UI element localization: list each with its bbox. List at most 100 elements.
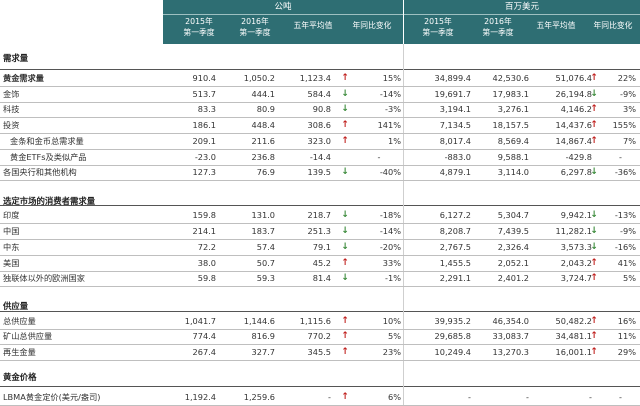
header-group-usd: 百万美元 2015年 第一季度 2016年 第一季度 五年平均值 年同比变化	[404, 0, 640, 44]
row-divider	[0, 117, 640, 118]
cell-value: 5%	[623, 273, 636, 283]
cell-value: 209.1	[192, 136, 216, 146]
cell-value: 15%	[382, 73, 401, 83]
cell-value: -9%	[620, 89, 636, 99]
row-label: 投资	[3, 120, 20, 130]
table-row: LBMA黄金定价(美元/盎司) 1,192.4 1,259.6-6% - - - - ↑	[0, 390, 640, 405]
row-label: 总供应量	[3, 316, 36, 326]
arrow-up-icon: ↑	[590, 136, 598, 146]
cell-value: 33%	[382, 258, 401, 268]
cell-value: 11,282.1	[555, 226, 592, 236]
arrow-down-icon: ↓	[341, 273, 349, 283]
cell-value: 910.4	[192, 73, 216, 83]
cell-value: 770.2	[307, 331, 331, 341]
cell-value: 444.1	[251, 89, 275, 99]
cell-value: -3%	[385, 104, 401, 114]
table-row: 金饰 513.7 444.1 584.4 -14% 19,691.7 17,983.1 26,…	[0, 87, 640, 102]
cell-value: 42,530.6	[492, 73, 529, 83]
section-divider	[0, 205, 640, 206]
row-label: 中东	[3, 242, 20, 252]
row-divider	[0, 344, 640, 345]
cell-value: 23%	[382, 347, 401, 357]
arrow-up-icon: ↑	[341, 331, 349, 341]
arrow-up-icon: ↑	[590, 258, 598, 268]
table-row: 再生金量 267.4 327.7 345.5 23% 10,249.4 13,270.3 16…	[0, 345, 640, 360]
cell-value: 3,724.7	[560, 273, 592, 283]
row-label: 美国	[3, 258, 20, 268]
cell-value: 10%	[382, 316, 401, 326]
cell-value: 1,041.7	[184, 316, 216, 326]
arrow-up-icon: ↑	[590, 331, 598, 341]
col-header: 2016年 第一季度	[482, 17, 514, 37]
cell-value: 50,482.2	[555, 316, 592, 326]
cell-value: 45.2	[312, 258, 331, 268]
cell-value: 11%	[617, 331, 636, 341]
cell-value: 41%	[617, 258, 636, 268]
cell-value: -14%	[379, 89, 401, 99]
cell-value: 13,270.3	[492, 347, 529, 357]
row-divider	[0, 360, 640, 361]
col-header: 2015年 第一季度	[183, 17, 215, 37]
cell-value: 2,052.1	[497, 258, 529, 268]
section-title: 选定市场的消费者需求量	[3, 196, 96, 206]
cell-value: 9,588.1	[497, 152, 529, 162]
row-label: 各国央行和其他机构	[3, 167, 77, 177]
row-label: 独联体以外的欧洲国家	[3, 273, 85, 283]
table-header: 公吨 2015年 第一季度 2016年 第一季度 五年平均值 年同比变化 百万美…	[0, 0, 640, 44]
table-row: 美国 38.0 50.7 45.2 33% 1,455.5 2,052.1 2,043.2 41…	[0, 256, 640, 271]
cell-value: -9%	[620, 226, 636, 236]
cell-value: -	[468, 392, 471, 402]
cell-value: 141%	[377, 120, 401, 130]
cell-value: -36%	[614, 167, 636, 177]
group-divider	[403, 44, 404, 406]
row-label: 黄金ETFs及类似产品	[10, 152, 87, 162]
cell-value: 1,192.4	[184, 392, 216, 402]
cell-value: 38.0	[197, 258, 216, 268]
cell-value: 2,401.2	[497, 273, 529, 283]
arrow-down-icon: ↓	[590, 210, 598, 220]
row-label: 中国	[3, 226, 20, 236]
cell-value: -	[619, 392, 622, 402]
cell-value: 774.4	[192, 331, 216, 341]
cell-value: 6%	[388, 392, 401, 402]
arrow-up-icon: ↑	[590, 273, 598, 283]
cell-value: 83.3	[197, 104, 216, 114]
cell-value: 8,208.7	[439, 226, 471, 236]
section-divider	[0, 69, 640, 70]
cell-value: 29,685.8	[434, 331, 471, 341]
row-label: 矿山总供应量	[3, 331, 53, 341]
cell-value: 17,983.1	[492, 89, 529, 99]
cell-value: 6,297.8	[560, 167, 592, 177]
cell-value: 448.4	[251, 120, 275, 130]
arrow-up-icon: ↑	[341, 258, 349, 268]
arrow-down-icon: ↓	[341, 89, 349, 99]
row-divider	[0, 86, 640, 87]
cell-value: 76.9	[256, 167, 275, 177]
table-row: 投资 186.1 448.4 308.6 141% 7,134.5 18,157.5 14,4…	[0, 118, 640, 133]
cell-value: 16%	[617, 316, 636, 326]
cell-value: -	[328, 392, 331, 402]
table-row: 印度 159.8 131.0 218.7 -18% 6,127.2 5,304.7 9,942…	[0, 208, 640, 223]
arrow-up-icon: ↑	[590, 316, 598, 326]
arrow-up-icon: ↑	[341, 316, 349, 326]
section-divider	[0, 311, 640, 312]
cell-value: -23.0	[194, 152, 216, 162]
row-divider	[0, 329, 640, 330]
cell-value: 345.5	[307, 347, 331, 357]
cell-value: 29%	[617, 347, 636, 357]
arrow-down-icon: ↓	[341, 226, 349, 236]
cell-value: 816.9	[251, 331, 275, 341]
cell-value: 2,767.5	[439, 242, 471, 252]
cell-value: 1,259.6	[243, 392, 275, 402]
cell-value: 584.4	[307, 89, 331, 99]
cell-value: 155%	[612, 120, 636, 130]
cell-value: 4,879.1	[439, 167, 471, 177]
cell-value: 14,437.6	[555, 120, 592, 130]
cell-value: 3,194.1	[439, 104, 471, 114]
cell-value: 183.7	[251, 226, 275, 236]
arrow-up-icon: ↑	[590, 347, 598, 357]
arrow-up-icon: ↑	[341, 73, 349, 83]
row-label: 再生金量	[3, 347, 36, 357]
cell-value: 1,115.6	[299, 316, 331, 326]
cell-value: 4,146.2	[560, 104, 592, 114]
